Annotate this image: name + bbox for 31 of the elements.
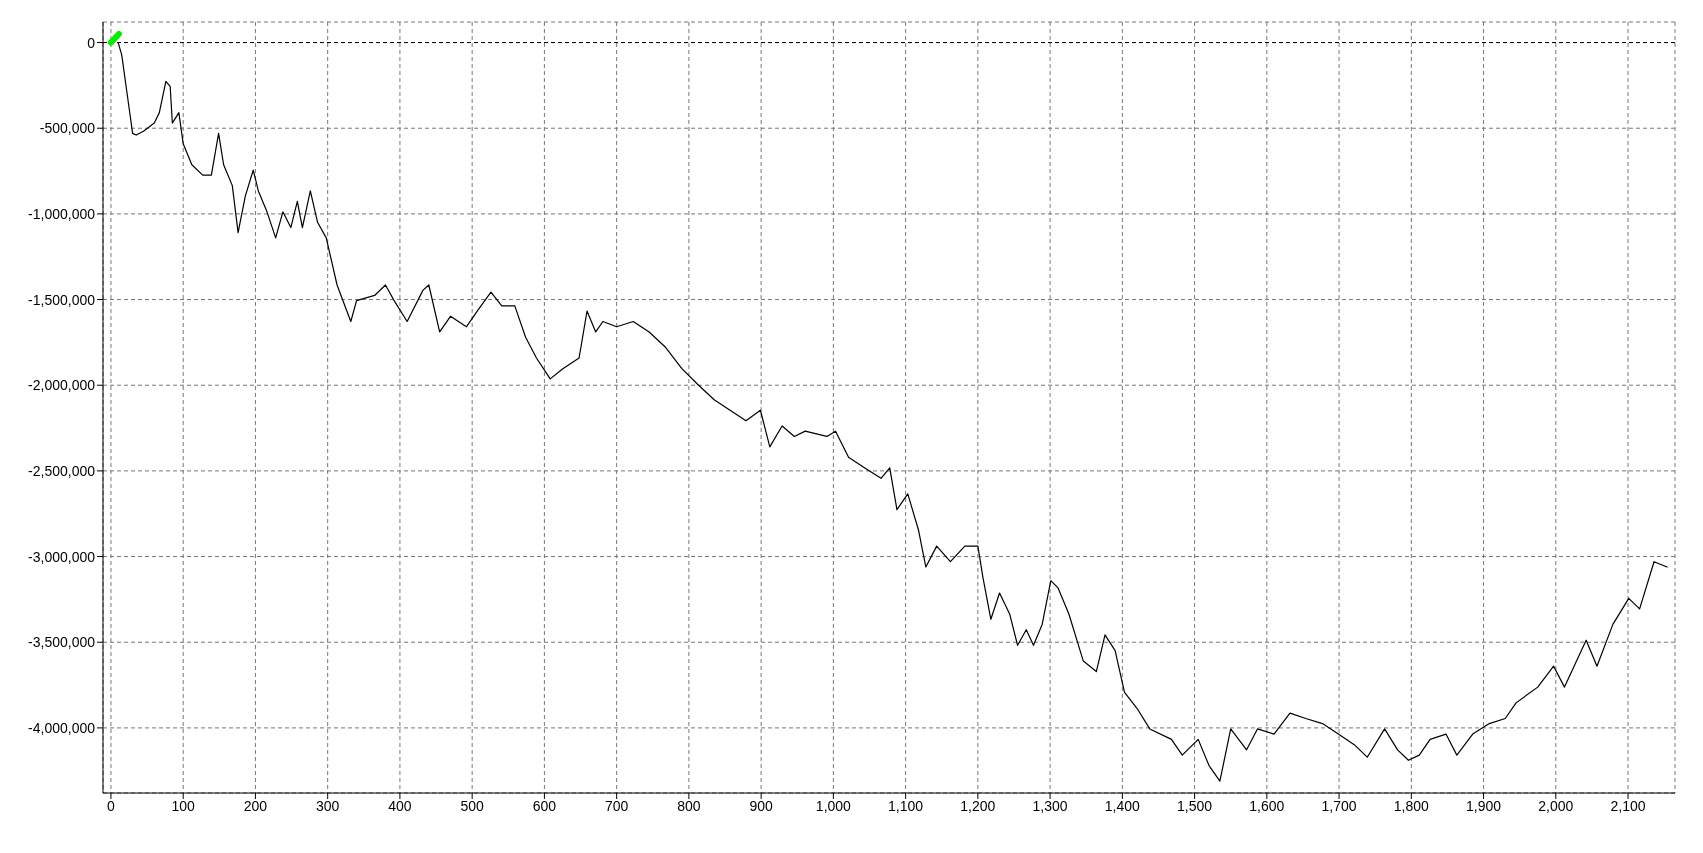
- y-tick-label: -1,000,000: [28, 205, 96, 222]
- x-tick-label: 1,000: [815, 797, 852, 814]
- y-tick-label: -2,000,000: [28, 377, 96, 394]
- x-tick-label: 1,800: [1393, 797, 1430, 814]
- x-tick-label: 800: [677, 797, 701, 814]
- x-tick-label: 0: [107, 797, 116, 814]
- y-tick-label: -2,500,000: [28, 462, 96, 479]
- x-tick-label: 1,500: [1177, 797, 1213, 814]
- x-tick-label: 1,400: [1104, 797, 1141, 814]
- x-tick-label: 100: [171, 797, 196, 814]
- x-tick-label: 500: [460, 797, 485, 814]
- x-tick-label: 1,100: [888, 797, 924, 814]
- x-tick-label: 2,100: [1610, 797, 1646, 814]
- x-tick-label: 1,900: [1466, 797, 1502, 814]
- x-tick-label: 300: [315, 797, 340, 814]
- x-tick-label: 2,000: [1538, 797, 1574, 814]
- y-tick-label: -500,000: [39, 120, 96, 137]
- x-tick-label: 400: [388, 797, 412, 814]
- x-tick-label: 600: [532, 797, 557, 814]
- y-tick-label: -3,000,000: [28, 548, 96, 565]
- x-tick-label: 1,200: [960, 797, 996, 814]
- y-tick-label: -3,500,000: [28, 634, 96, 651]
- y-tick-label: -4,000,000: [28, 719, 96, 736]
- y-tick-label: 0: [87, 34, 96, 51]
- x-tick-label: 900: [749, 797, 774, 814]
- y-tick-label: -1,500,000: [28, 291, 96, 308]
- x-tick-label: 1,600: [1249, 797, 1285, 814]
- x-tick-label: 200: [243, 797, 268, 814]
- x-tick-label: 700: [604, 797, 629, 814]
- x-tick-label: 1,300: [1032, 797, 1068, 814]
- x-tick-label: 1,700: [1321, 797, 1357, 814]
